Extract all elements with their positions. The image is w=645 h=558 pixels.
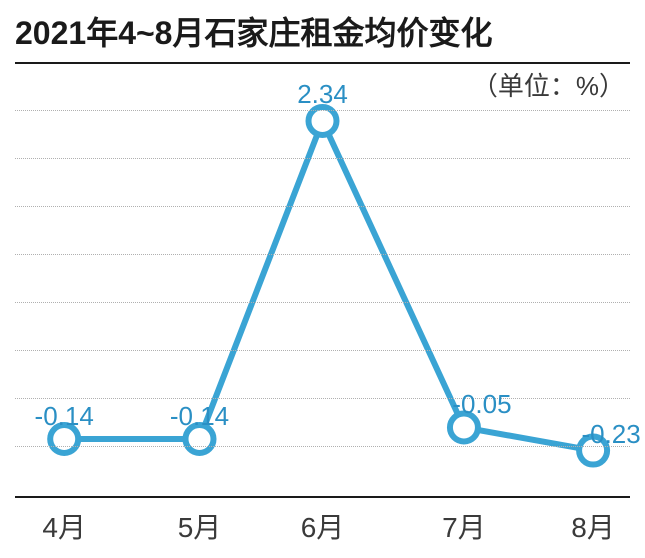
data-line	[64, 121, 593, 451]
data-label: -0.05	[452, 389, 511, 420]
data-label: -0.14	[35, 401, 94, 432]
data-label: 2.34	[297, 79, 348, 110]
grid-line	[15, 206, 630, 207]
x-axis-label: 6月	[301, 506, 345, 546]
x-axis-label: 7月	[442, 506, 486, 546]
grid-line	[15, 158, 630, 159]
data-label: -0.23	[581, 419, 640, 450]
grid-line	[15, 350, 630, 351]
plot-area: -0.14-0.142.34-0.05-0.23	[15, 62, 630, 498]
line-svg	[15, 62, 630, 498]
rent-chart: 2021年4~8月石家庄租金均价变化 （单位：%） -0.14-0.142.34…	[0, 0, 645, 558]
grid-line	[15, 302, 630, 303]
grid-line	[15, 110, 630, 111]
x-axis-label: 8月	[571, 506, 615, 546]
x-axis-label: 4月	[42, 506, 86, 546]
grid-line	[15, 446, 630, 447]
data-marker	[309, 107, 337, 135]
grid-line	[15, 398, 630, 399]
chart-title: 2021年4~8月石家庄租金均价变化	[15, 8, 492, 54]
data-label: -0.14	[170, 401, 229, 432]
x-axis-label: 5月	[178, 506, 222, 546]
grid-line	[15, 254, 630, 255]
